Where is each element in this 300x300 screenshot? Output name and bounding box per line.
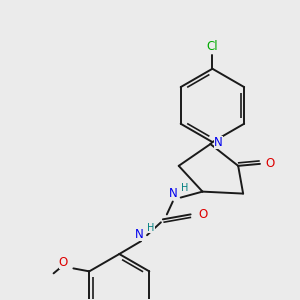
Text: O: O (59, 256, 68, 269)
Text: N: N (135, 228, 143, 241)
Text: N: N (214, 136, 223, 148)
Text: O: O (198, 208, 207, 221)
Text: N: N (168, 187, 177, 200)
Text: H: H (147, 223, 155, 233)
Text: Cl: Cl (207, 40, 218, 53)
Text: H: H (181, 183, 188, 193)
Text: O: O (265, 158, 274, 170)
